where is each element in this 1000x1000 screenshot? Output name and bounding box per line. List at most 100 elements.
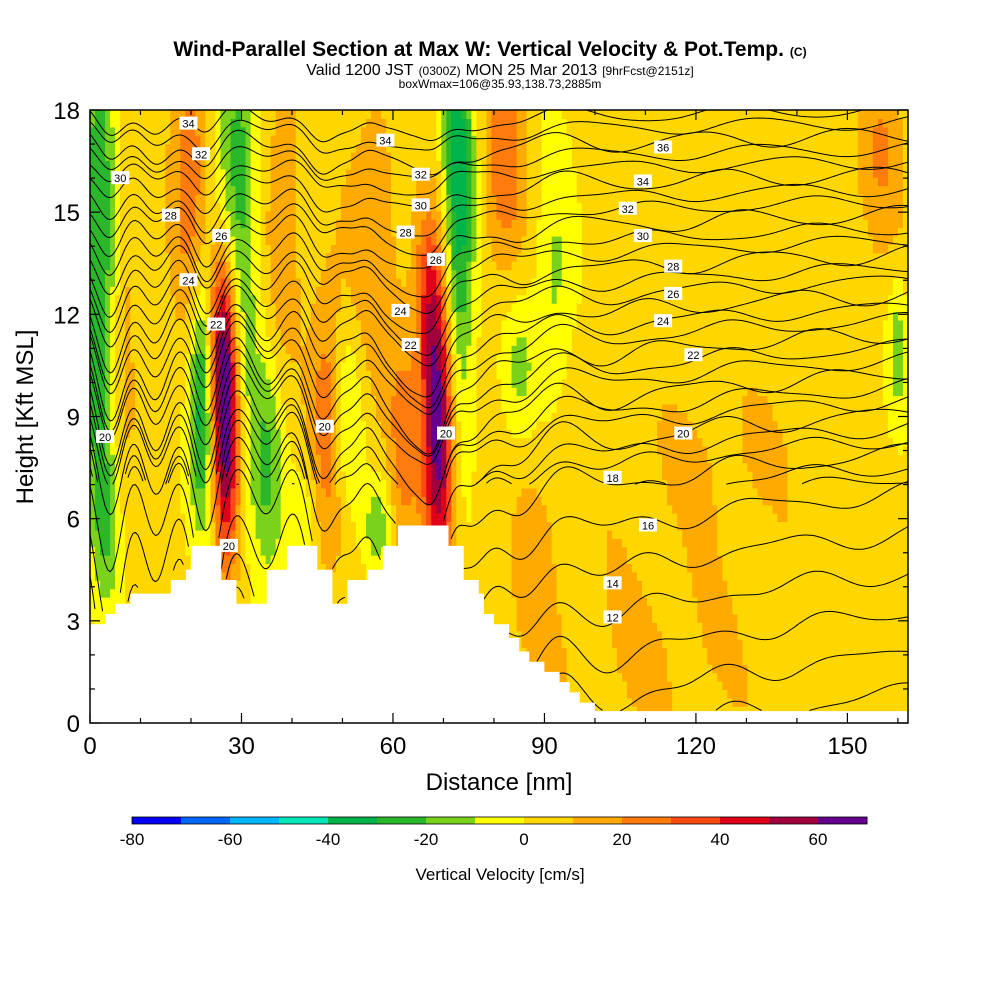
velocity-cell <box>295 454 302 464</box>
velocity-cell <box>366 126 372 136</box>
velocity-cell <box>205 403 212 413</box>
velocity-cell <box>205 244 212 254</box>
velocity-cell <box>165 437 171 447</box>
velocity-cell <box>185 235 191 245</box>
velocity-cell <box>350 202 357 212</box>
velocity-cell <box>160 185 166 195</box>
velocity-cell <box>245 479 252 489</box>
velocity-cell <box>396 319 402 329</box>
velocity-cell <box>90 429 96 439</box>
velocity-cell <box>255 227 262 237</box>
velocity-cell <box>100 110 106 119</box>
velocity-cell <box>340 580 347 590</box>
velocity-cell <box>335 412 342 422</box>
velocity-cell <box>396 286 402 296</box>
velocity-cell <box>245 597 252 607</box>
velocity-cell <box>130 252 136 262</box>
velocity-cell <box>250 185 257 195</box>
velocity-cell <box>366 244 372 254</box>
velocity-cell <box>360 471 367 481</box>
velocity-cell <box>315 328 322 338</box>
velocity-cell <box>155 387 161 397</box>
velocity-cell <box>175 353 181 363</box>
velocity-cell <box>285 361 292 371</box>
velocity-cell <box>360 538 367 548</box>
velocity-cell <box>386 252 392 262</box>
velocity-cell <box>175 328 181 338</box>
velocity-cell <box>95 193 101 203</box>
velocity-cell <box>305 370 312 380</box>
velocity-cell <box>215 252 222 262</box>
velocity-cell <box>345 445 352 455</box>
velocity-cell <box>110 496 116 506</box>
velocity-cell <box>165 286 171 296</box>
velocity-cell <box>260 269 267 279</box>
velocity-cell <box>426 294 432 304</box>
velocity-cell <box>245 513 252 523</box>
velocity-cell <box>190 504 196 514</box>
velocity-cell <box>160 160 166 170</box>
velocity-cell <box>170 454 176 464</box>
velocity-cell <box>391 538 397 548</box>
velocity-cell <box>210 252 217 262</box>
velocity-cell <box>360 126 367 136</box>
velocity-cell <box>110 454 116 464</box>
velocity-cell <box>210 403 217 413</box>
velocity-cell <box>401 252 407 262</box>
velocity-cell <box>205 210 212 220</box>
velocity-cell <box>135 555 141 565</box>
velocity-cell <box>195 235 202 245</box>
velocity-cell <box>340 336 347 346</box>
velocity-cell <box>265 177 272 187</box>
velocity-cell <box>140 244 146 254</box>
velocity-cell <box>140 177 146 187</box>
velocity-cell <box>366 496 372 506</box>
velocity-cell <box>125 462 131 472</box>
velocity-cell <box>345 235 352 245</box>
velocity-cell <box>105 588 111 598</box>
velocity-cell <box>285 454 292 464</box>
velocity-cell <box>280 471 287 481</box>
velocity-cell <box>95 471 101 481</box>
velocity-cell <box>145 437 151 447</box>
velocity-cell <box>265 429 272 439</box>
velocity-cell <box>340 185 347 195</box>
velocity-cell <box>275 235 282 245</box>
velocity-cell <box>386 286 392 296</box>
velocity-cell <box>325 395 332 405</box>
velocity-cell <box>355 160 362 170</box>
velocity-cell <box>185 143 191 153</box>
velocity-cell <box>295 462 302 472</box>
velocity-cell <box>145 529 151 539</box>
velocity-cell <box>421 387 427 397</box>
velocity-cell <box>285 126 292 136</box>
velocity-cell <box>290 387 297 397</box>
velocity-cell <box>165 168 171 178</box>
velocity-cell <box>371 487 377 497</box>
velocity-cell <box>270 429 277 439</box>
velocity-cell <box>290 311 297 321</box>
velocity-cell <box>411 361 417 371</box>
velocity-cell <box>260 555 267 565</box>
velocity-cell <box>371 135 377 145</box>
velocity-cell <box>386 521 392 531</box>
velocity-cell <box>155 303 161 313</box>
velocity-cell <box>250 219 257 229</box>
velocity-cell <box>421 185 427 195</box>
velocity-cell <box>426 244 432 254</box>
velocity-cell <box>265 345 272 355</box>
velocity-cell <box>110 219 116 229</box>
velocity-cell <box>421 395 427 405</box>
velocity-cell <box>335 219 342 229</box>
velocity-cell <box>265 160 272 170</box>
velocity-cell <box>315 286 322 296</box>
velocity-cell <box>260 328 267 338</box>
velocity-cell <box>230 269 237 279</box>
velocity-cell <box>275 151 282 161</box>
velocity-cell <box>295 261 302 271</box>
velocity-cell <box>135 168 141 178</box>
velocity-cell <box>396 244 402 254</box>
velocity-cell <box>360 286 367 296</box>
velocity-cell <box>371 504 377 514</box>
velocity-cell <box>225 521 232 531</box>
